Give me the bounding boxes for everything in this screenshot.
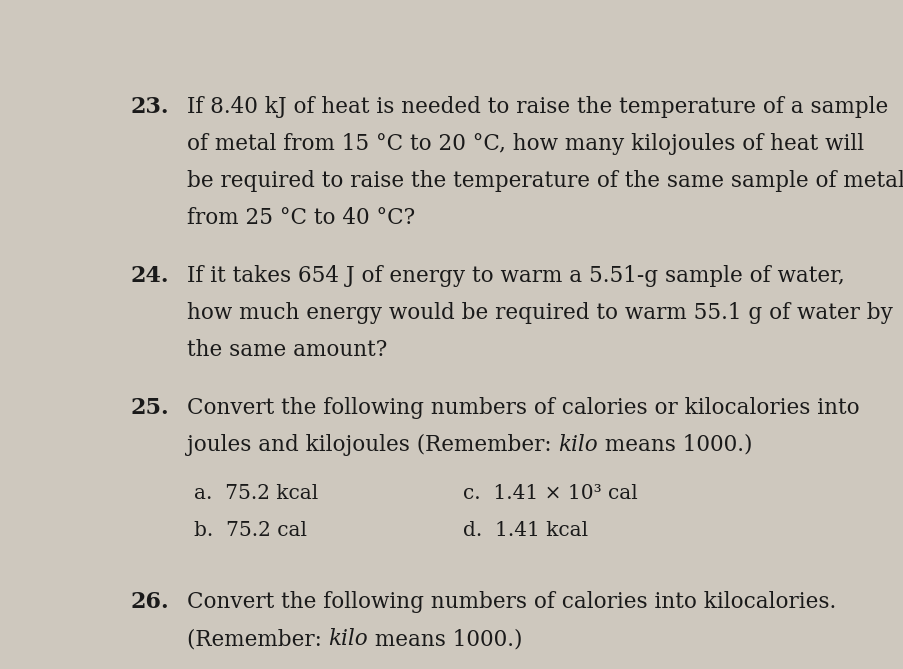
Text: 24.: 24.: [130, 265, 169, 287]
Text: be required to raise the temperature of the same sample of metal: be required to raise the temperature of …: [186, 170, 903, 192]
Text: c.  1.41 × 10³ cal: c. 1.41 × 10³ cal: [463, 484, 638, 502]
Text: joules and kilojoules (Remember:: joules and kilojoules (Remember:: [186, 434, 557, 456]
Text: means 1000.): means 1000.): [368, 628, 522, 650]
Text: 25.: 25.: [130, 397, 169, 419]
Text: If it takes 654 J of energy to warm a 5.51-g sample of water,: If it takes 654 J of energy to warm a 5.…: [186, 265, 843, 287]
Text: the same amount?: the same amount?: [186, 339, 386, 361]
Text: Convert the following numbers of calories or kilocalories into: Convert the following numbers of calorie…: [186, 397, 858, 419]
Text: a.  75.2 kcal: a. 75.2 kcal: [193, 484, 318, 502]
Text: kilo: kilo: [328, 628, 368, 650]
Text: kilo: kilo: [557, 434, 597, 456]
Text: If 8.40 kJ of heat is needed to raise the temperature of a sample: If 8.40 kJ of heat is needed to raise th…: [186, 96, 887, 118]
Text: d.  1.41 kcal: d. 1.41 kcal: [463, 520, 588, 540]
Text: 26.: 26.: [130, 591, 169, 613]
Text: means 1000.): means 1000.): [597, 434, 751, 456]
Text: from 25 °C to 40 °C?: from 25 °C to 40 °C?: [186, 207, 414, 229]
Text: b.  75.2 cal: b. 75.2 cal: [193, 520, 306, 540]
Text: Convert the following numbers of calories into kilocalories.: Convert the following numbers of calorie…: [186, 591, 835, 613]
Text: how much energy would be required to warm 55.1 g of water by: how much energy would be required to war…: [186, 302, 891, 324]
Text: of metal from 15 °C to 20 °C, how many kilojoules of heat will: of metal from 15 °C to 20 °C, how many k…: [186, 133, 862, 155]
Text: (Remember:: (Remember:: [186, 628, 328, 650]
Text: 23.: 23.: [130, 96, 169, 118]
